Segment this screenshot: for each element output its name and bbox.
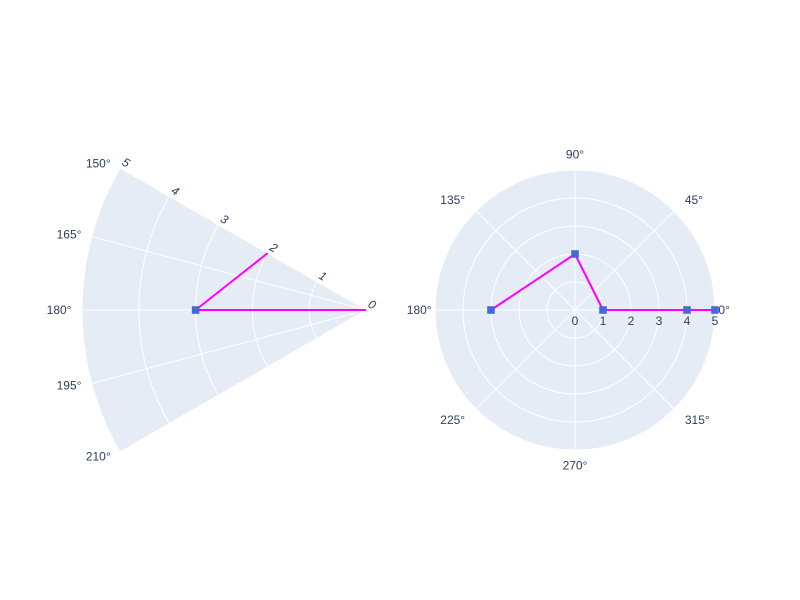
data-point-marker [683, 306, 691, 314]
angular-gridline [475, 309, 576, 410]
angular-gridline [91, 236, 367, 311]
angular-tick-label: 180° [407, 303, 432, 317]
angular-tick-label: 210° [86, 449, 111, 463]
angular-tick-label: 225° [440, 413, 465, 427]
angular-gridline [91, 309, 367, 384]
angular-tick-label: 180° [47, 303, 72, 317]
angular-tick-label: 45° [685, 193, 703, 207]
radial-tick-label: 5 [120, 155, 133, 171]
radial-tick-label: 2 [628, 314, 635, 328]
angular-tick-label: 165° [57, 227, 82, 241]
radial-tick-label: 3 [656, 314, 663, 328]
angular-gridline [574, 210, 675, 311]
data-point-marker [711, 306, 719, 314]
angular-gridline [475, 210, 576, 311]
radial-tick-label: 1 [316, 268, 329, 283]
radial-tick-label: 5 [712, 314, 719, 328]
data-point-marker [571, 250, 579, 258]
angular-tick-label: 270° [563, 458, 588, 472]
radial-tick-label: 0 [572, 314, 579, 328]
radial-tick-label: 4 [684, 314, 691, 328]
angular-gridline [574, 309, 675, 410]
angular-tick-label: 315° [685, 413, 710, 427]
angular-tick-label: 150° [86, 157, 111, 171]
angular-tick-label: 135° [440, 193, 465, 207]
angular-gridline [119, 167, 367, 311]
radial-tick-label: 1 [600, 314, 607, 328]
radial-tick-label: 0 [366, 297, 379, 313]
radial-tick-label: 4 [169, 183, 182, 199]
angular-tick-label: 90° [566, 148, 584, 162]
angular-tick-label: 0° [718, 303, 730, 317]
radial-tick-label: 3 [218, 212, 231, 228]
polar-full-chart: 0 1 2 3 4 50° 45° 90° 135° 180° 225° 270° 315° [407, 148, 730, 473]
data-point-marker [599, 306, 607, 314]
angular-gridline [119, 309, 367, 453]
data-point-marker [487, 306, 495, 314]
data-point-marker [191, 306, 200, 314]
angular-tick-label: 195° [57, 379, 82, 393]
